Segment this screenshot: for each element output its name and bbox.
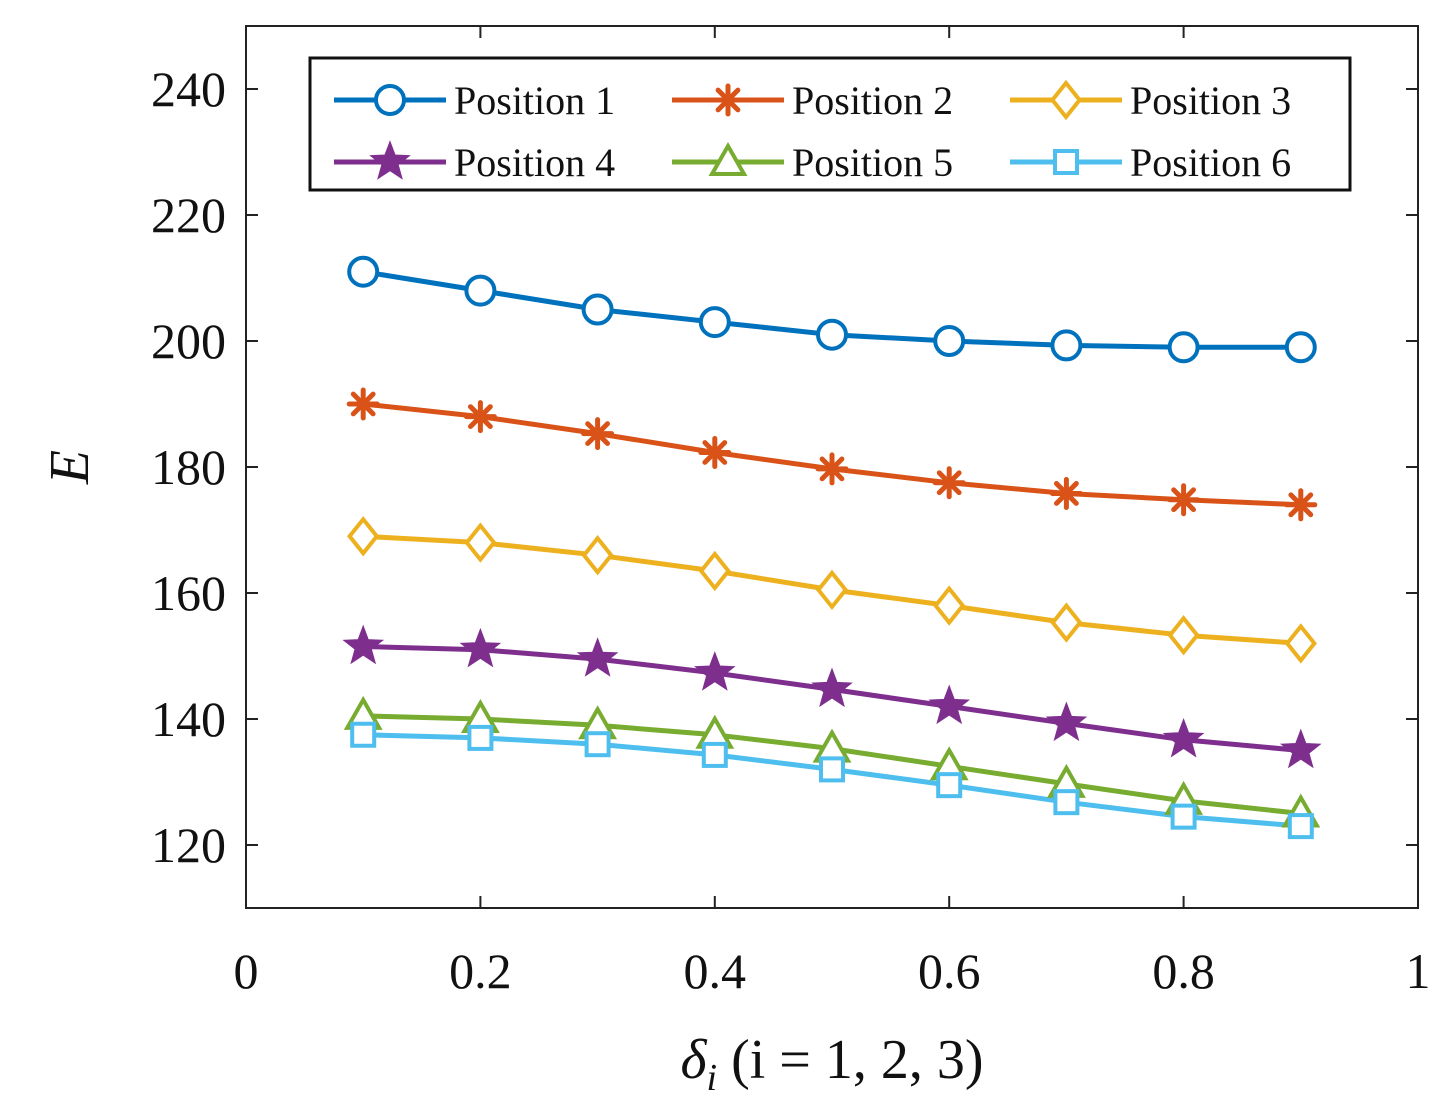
x-axis-label: δi (i = 1, 2, 3) [680, 1029, 983, 1099]
data-point-series-3 [464, 522, 497, 563]
x-axis-label-symbol: δ [680, 1029, 707, 1091]
data-point-series-2 [932, 466, 966, 500]
y-tick-label: 140 [151, 691, 226, 747]
data-point-series-4 [342, 624, 385, 665]
data-point-series-2 [1284, 488, 1318, 522]
legend-item-3: Position 3 [1010, 78, 1291, 123]
data-point-series-3 [698, 550, 731, 592]
data-point-series-1 [816, 318, 848, 351]
data-point-series-1 [581, 293, 614, 326]
legend-item-1: Position 1 [334, 78, 615, 123]
data-point-series-3 [1050, 602, 1083, 643]
data-point-series-6 [350, 721, 377, 748]
data-point-series-6 [936, 772, 963, 799]
legend-item-4: Position 4 [334, 140, 615, 185]
data-point-series-3 [933, 585, 966, 626]
legend-label: Position 6 [1130, 140, 1291, 185]
x-tick-label: 0.8 [1152, 943, 1215, 999]
data-point-series-1 [1167, 331, 1200, 364]
axis-ticks: 0 0.2 0.4 0.6 0.8 1 120 140 160 180 200 220 240 [151, 26, 1431, 999]
legend-marker [708, 141, 748, 176]
data-point-series-4 [576, 637, 619, 677]
x-tick-label: 0.6 [918, 943, 981, 999]
legend-box [308, 56, 1352, 192]
data-point-series-4 [1162, 717, 1205, 758]
legend-marker [711, 83, 745, 117]
x-tick-label: 0 [234, 943, 259, 999]
data-point-series-1 [464, 274, 497, 307]
y-axis-label: E [39, 450, 101, 485]
data-point-series-6 [1287, 813, 1314, 840]
data-point-series-2 [463, 400, 497, 434]
y-tick-label: 220 [151, 187, 226, 243]
data-point-series-2 [1167, 483, 1201, 517]
data-point-series-6 [467, 724, 494, 751]
data-point-series-2 [1049, 476, 1083, 510]
data-point-series-2 [581, 417, 615, 451]
data-point-series-6 [701, 741, 728, 768]
data-point-series-4 [811, 667, 853, 708]
legend-label: Position 2 [792, 78, 953, 123]
legend-label: Position 5 [792, 140, 953, 185]
y-tick-label: 240 [151, 61, 226, 117]
legend-marker [1053, 149, 1079, 175]
legend-label: Position 3 [1130, 78, 1291, 123]
data-point-series-1 [933, 325, 966, 357]
y-tick-label: 200 [151, 313, 226, 369]
legend-label: Position 4 [454, 140, 615, 185]
data-point-series-6 [819, 756, 845, 783]
data-point-series-4 [459, 627, 502, 668]
data-point-series-2 [346, 387, 380, 421]
y-tick-label: 160 [151, 565, 226, 621]
data-point-series-6 [1170, 803, 1197, 830]
x-axis-label-subscript: i [707, 1057, 718, 1099]
data-point-series-1 [1284, 331, 1317, 364]
data-point-series-2 [698, 436, 732, 470]
data-point-series-4 [693, 651, 736, 691]
data-point-series-3 [347, 516, 380, 557]
legend-item-5: Position 5 [672, 140, 953, 185]
data-point-series-1 [347, 255, 380, 288]
data-point-series-3 [815, 569, 849, 611]
data-point-series-3 [1284, 623, 1317, 664]
data-point-series-4 [1279, 728, 1322, 769]
legend-item-6: Position 6 [1010, 140, 1291, 185]
x-tick-label: 0.2 [449, 943, 512, 999]
legend: Position 1 Position 2 Position 3 Position 4… [308, 56, 1352, 192]
legend-marker [369, 140, 411, 180]
legend-marker [1049, 79, 1083, 121]
data-point-series-2 [815, 452, 849, 486]
legend-marker [374, 84, 406, 116]
data-point-series-4 [928, 684, 971, 725]
data-point-series-4 [1045, 701, 1088, 742]
y-tick-label: 120 [151, 817, 226, 873]
data-point-series-6 [1053, 789, 1080, 816]
data-point-series-3 [1167, 615, 1200, 656]
x-axis-label-rest: (i = 1, 2, 3) [717, 1029, 983, 1091]
x-tick-label: 1 [1406, 943, 1431, 999]
series-markers [342, 255, 1322, 840]
data-point-series-1 [698, 306, 731, 339]
legend-item-2: Position 2 [672, 78, 953, 123]
y-tick-label: 180 [151, 439, 226, 495]
x-tick-label: 0.4 [684, 943, 747, 999]
data-point-series-3 [581, 534, 614, 576]
legend-label: Position 1 [454, 78, 615, 123]
data-point-series-6 [584, 731, 611, 758]
data-point-series-1 [1050, 329, 1083, 362]
